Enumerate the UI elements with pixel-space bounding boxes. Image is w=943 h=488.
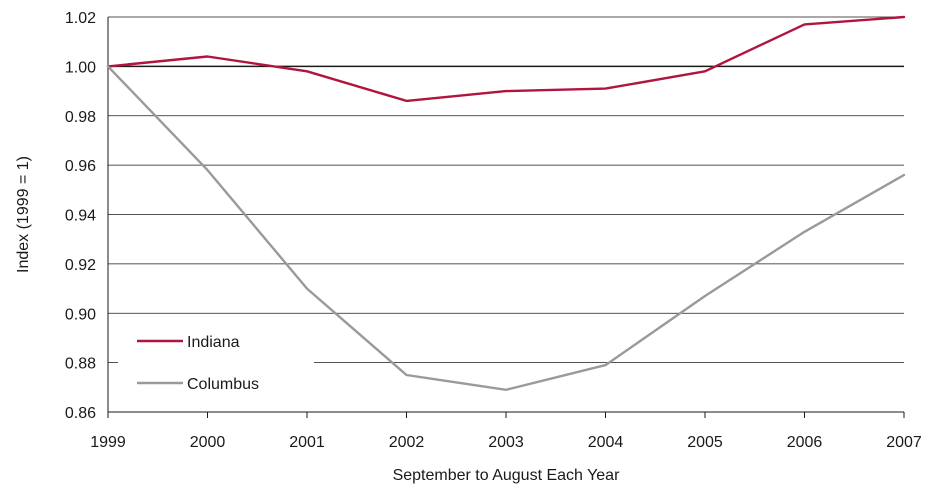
- x-tick-label: 2007: [886, 434, 922, 451]
- legend-label-columbus: Columbus: [187, 376, 259, 393]
- y-tick-label: 1.02: [65, 10, 96, 27]
- gridlines: [108, 16, 904, 364]
- y-axis-title: Index (1999 = 1): [15, 156, 32, 273]
- x-tick-label: 2001: [289, 434, 325, 451]
- y-tick-label: 0.88: [65, 356, 96, 373]
- x-tick-labels: 1999 2000 2001 2002 2003 2004 2005 2006 2007: [90, 434, 922, 451]
- y-tick-label: 0.96: [65, 158, 96, 175]
- x-axis-title: September to August Each Year: [393, 467, 621, 484]
- y-tick-label: 0.98: [65, 109, 96, 126]
- y-tick-label: 0.92: [65, 257, 96, 274]
- x-tick-label: 2003: [488, 434, 524, 451]
- series-lines: [106, 15, 906, 391]
- series-line-columbus: [106, 65, 906, 391]
- x-tick-label: 2005: [687, 434, 723, 451]
- x-tick-label: 1999: [90, 434, 126, 451]
- y-tick-label: 0.86: [65, 405, 96, 422]
- axes: [107, 17, 905, 418]
- y-tick-label: 1.00: [65, 59, 96, 76]
- legend: Indiana Columbus: [137, 334, 259, 393]
- y-tick-label: 0.90: [65, 306, 96, 323]
- x-tick-label: 2002: [389, 434, 425, 451]
- y-tick-label: 0.94: [65, 208, 96, 225]
- y-tick-labels: 0.86 0.88 0.90 0.92 0.94 0.96 0.98 1.00 1.02: [65, 10, 96, 422]
- x-tick-label: 2000: [190, 434, 226, 451]
- series-line-indiana: [106, 15, 906, 103]
- x-tick-label: 2006: [787, 434, 823, 451]
- legend-background: [118, 322, 314, 402]
- legend-label-indiana: Indiana: [187, 334, 240, 351]
- x-tick-label: 2004: [588, 434, 624, 451]
